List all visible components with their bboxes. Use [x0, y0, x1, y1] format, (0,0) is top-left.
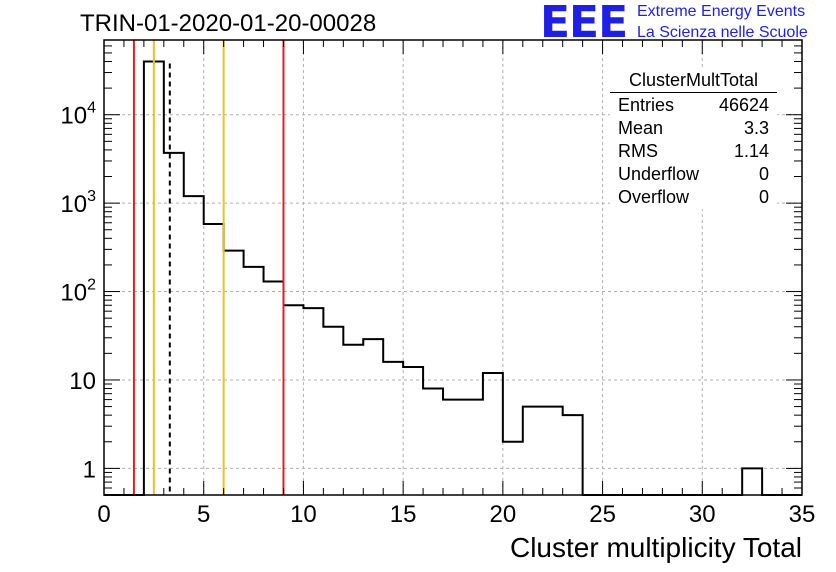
brand-line-2: La Scienza nelle Scuole: [637, 24, 808, 41]
histogram-bin: [742, 468, 762, 495]
histogram-bin: [264, 281, 284, 495]
y-tick-exponent: 3: [87, 188, 96, 205]
histogram-bin: [443, 400, 463, 495]
stats-box: ClusterMultTotal Entries 46624 Mean 3.3 RM…: [610, 70, 777, 209]
y-tick-base: 10: [60, 280, 87, 307]
x-tick-label: 35: [789, 501, 816, 528]
y-tick-label: 103: [60, 188, 96, 218]
x-tick-label: 20: [490, 501, 517, 528]
y-tick-label: 102: [60, 277, 96, 307]
plot-frame: [103, 39, 803, 496]
stats-value: 46624: [718, 95, 769, 115]
stats-row-underflow: Underflow 0: [610, 163, 777, 186]
stats-name: ClusterMultTotal: [610, 70, 777, 93]
histogram-bin: [184, 196, 204, 495]
x-tick-label: 10: [290, 501, 317, 528]
histogram-bin: [303, 308, 323, 495]
x-tick-label: 5: [197, 501, 210, 528]
x-tick-label: 25: [589, 501, 616, 528]
stats-label: Entries: [618, 95, 675, 115]
y-tick-exponent: 4: [87, 100, 96, 117]
y-tick-base: 10: [60, 103, 87, 130]
histogram-bin: [343, 345, 363, 495]
y-tick-label: 1: [83, 456, 96, 483]
y-tick-base: 10: [60, 191, 87, 218]
stats-value: 3.3: [743, 118, 769, 138]
y-tick-label: 104: [60, 100, 96, 130]
chart-title: TRIN-01-2020-01-20-00028: [80, 10, 377, 37]
histogram-bin: [224, 251, 244, 495]
y-tick-label: 10: [69, 368, 96, 395]
stats-label: Overflow: [618, 187, 690, 207]
stats-value: 0: [758, 164, 769, 184]
stats-value: 0: [758, 187, 769, 207]
stats-row-overflow: Overflow 0: [610, 186, 777, 209]
x-tick-label: 15: [390, 501, 417, 528]
histogram-bin: [164, 153, 184, 495]
stats-label: Underflow: [618, 164, 700, 184]
histogram-bin: [244, 267, 264, 495]
stats-row-rms: RMS 1.14: [610, 140, 777, 163]
stats-value: 1.14: [733, 141, 769, 161]
histogram-bin: [403, 367, 423, 495]
x-tick-label: 0: [97, 501, 110, 528]
stats-label: RMS: [618, 141, 658, 161]
y-tick-exponent: 2: [87, 277, 96, 294]
x-tick-label: 30: [689, 501, 716, 528]
histogram-bin: [543, 407, 563, 495]
histogram-bin: [563, 415, 583, 495]
histogram-bin: [483, 373, 503, 495]
brand-line-1: Extreme Energy Events: [637, 3, 806, 20]
histogram-bin: [423, 389, 443, 495]
histogram-bin: [383, 362, 403, 495]
eee-logo: EEE: [540, 0, 628, 48]
stats-label: Mean: [618, 118, 664, 138]
histogram-bin: [363, 339, 383, 495]
histogram-bin: [323, 327, 343, 495]
histogram-bin: [463, 400, 483, 495]
histogram-bin: [283, 305, 303, 495]
stats-row-entries: Entries 46624: [610, 94, 777, 117]
histogram-bin: [523, 407, 543, 495]
x-axis-label: Cluster multiplicity Total: [509, 532, 802, 563]
stats-row-mean: Mean 3.3: [610, 117, 777, 140]
histogram-bin: [204, 224, 224, 495]
